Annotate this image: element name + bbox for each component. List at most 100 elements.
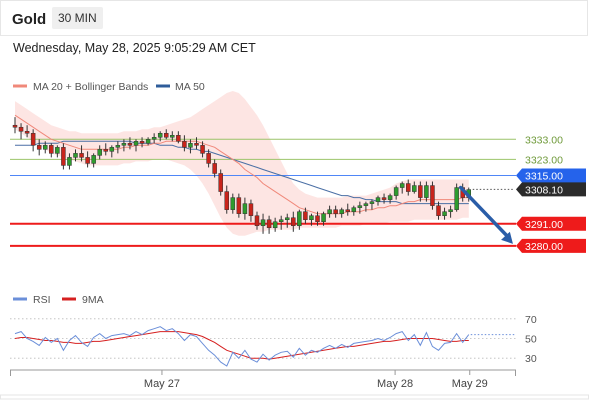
candle-body <box>242 203 248 214</box>
ma20-line <box>14 114 469 215</box>
candle <box>224 185 229 214</box>
candle-body <box>339 209 344 214</box>
candle <box>49 143 54 158</box>
level-label-text: 3308.10 <box>525 184 563 196</box>
datetime-label: Wednesday, May 28, 2025 9:05:29 AM CET <box>13 41 256 55</box>
candle-body <box>454 187 459 210</box>
candle <box>339 207 344 218</box>
candle-body <box>218 173 223 192</box>
candle <box>170 131 175 142</box>
candle <box>85 151 90 168</box>
candle-body <box>164 133 169 138</box>
candle <box>242 197 248 220</box>
candle-body <box>272 221 278 229</box>
candle <box>164 129 169 140</box>
level-label-green: 3333.00 <box>525 134 563 146</box>
rsi-plot: 70 50 30 <box>10 314 537 367</box>
candle <box>103 143 108 156</box>
candle <box>357 201 363 214</box>
candle-body <box>315 215 320 222</box>
candle-body <box>381 197 387 200</box>
candle <box>369 199 375 210</box>
level-label-text: 3315.00 <box>525 170 563 182</box>
candle-body <box>254 215 260 227</box>
candle <box>188 139 193 154</box>
candle-body <box>393 187 399 196</box>
level-label-bg <box>516 182 586 197</box>
candle <box>381 193 387 204</box>
candle-body <box>236 197 242 214</box>
candle <box>266 215 272 234</box>
timeframe-badge[interactable]: 30 MIN <box>52 7 103 29</box>
candle <box>212 159 217 178</box>
candle <box>291 211 296 232</box>
candle <box>248 199 254 222</box>
candle <box>79 145 84 162</box>
candle-body <box>24 131 30 134</box>
legend-label-9ma: 9MA <box>82 294 104 306</box>
candle-body <box>321 213 326 222</box>
rsi-legend: RSI 9MA <box>13 294 104 306</box>
candle-body <box>55 147 60 154</box>
candle <box>406 179 411 196</box>
candle <box>442 207 447 220</box>
candle <box>91 153 96 168</box>
candle-body <box>36 145 42 150</box>
candle-body <box>30 133 36 146</box>
candle-body <box>363 203 369 206</box>
candle <box>399 181 405 194</box>
candle <box>133 139 139 152</box>
candle-body <box>291 217 296 227</box>
candle <box>67 153 72 170</box>
candle-body <box>278 219 284 222</box>
candle-body <box>73 153 78 158</box>
candle <box>436 201 441 220</box>
rsi-line <box>14 326 470 367</box>
candle-body <box>200 145 205 154</box>
legend-swatch-ma50 <box>156 84 170 88</box>
candle <box>194 137 199 150</box>
candle-body <box>67 157 72 166</box>
candle-body <box>170 135 175 138</box>
candle <box>97 145 102 160</box>
candle <box>363 201 369 212</box>
candle <box>12 117 18 134</box>
candle-body <box>285 217 290 220</box>
symbol-title: Gold <box>12 11 47 28</box>
candle <box>151 133 157 144</box>
candle <box>73 149 78 162</box>
candle <box>109 145 115 158</box>
candle-body <box>260 219 266 227</box>
candle-body <box>212 163 217 174</box>
candle <box>200 141 205 158</box>
candle-body <box>351 207 357 212</box>
level-label-text: 3333.00 <box>525 134 563 146</box>
candle-body <box>248 203 254 216</box>
candle-body <box>12 124 18 128</box>
candle-body <box>85 157 90 164</box>
candle <box>254 211 260 230</box>
candle-body <box>139 141 145 144</box>
level-label-blue: 3315.00 <box>516 168 586 183</box>
candle-body <box>182 141 187 148</box>
candle <box>182 135 187 152</box>
candle <box>430 181 435 210</box>
level-label-red: 3280.00 <box>516 238 586 253</box>
level-label-text: 3280.00 <box>525 241 563 253</box>
legend-label-ma20: MA 20 + Bollinger Bands <box>33 81 148 93</box>
main-legend: MA 20 + Bollinger Bands MA 50 <box>13 81 205 93</box>
candle <box>278 215 284 230</box>
x-tick-label: May 27 <box>144 378 180 390</box>
candle <box>18 123 24 140</box>
level-label-red: 3291.00 <box>516 216 586 231</box>
candle-body <box>18 126 24 132</box>
candle <box>272 217 278 232</box>
candle <box>309 213 314 226</box>
legend-swatch-9ma <box>62 297 76 301</box>
rsi-tick-label: 50 <box>525 334 537 346</box>
candle <box>145 137 151 146</box>
candle-body <box>430 185 435 206</box>
candle <box>297 209 302 230</box>
candle-body <box>97 149 102 156</box>
